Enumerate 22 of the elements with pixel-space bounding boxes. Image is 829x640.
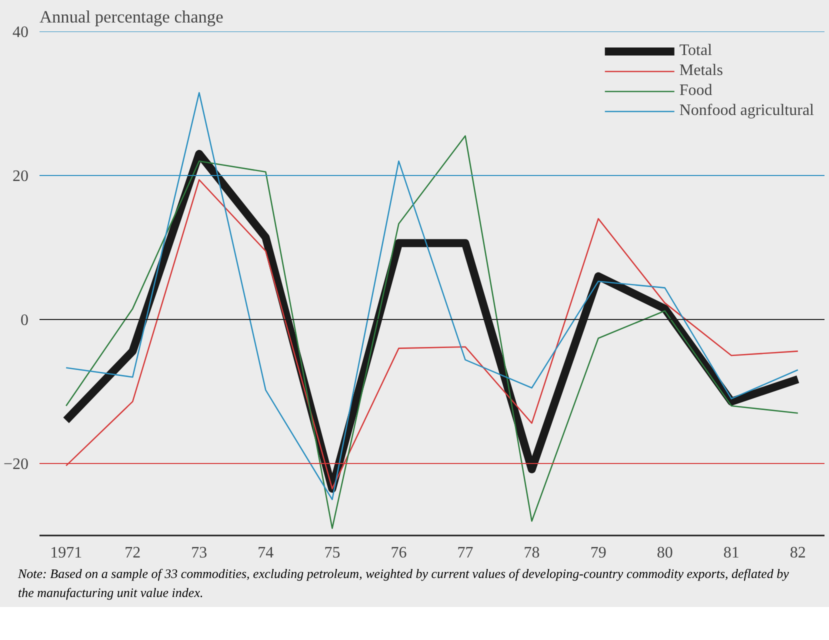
x-tick-label: 77 (457, 544, 474, 562)
legend-label: Total (679, 42, 712, 60)
x-tick-label: 80 (656, 544, 673, 562)
text: Note: Based on a sample of 33 commodities, excluding petroleum, weighted by current values of developing-country commodity exports, deflated by the manufacturing unit value index. (18, 565, 790, 602)
x-tick-label: 78 (524, 544, 540, 562)
x-tick-label: 75 (324, 544, 340, 562)
x-tick-label: 72 (124, 544, 141, 562)
x-tick-label: 73 (191, 544, 208, 562)
x-tick-label: 1971 (50, 544, 82, 562)
y-axis-title: Annual percentage change (40, 8, 224, 26)
x-tick-label: 82 (790, 544, 806, 562)
legend-label: Metals (679, 62, 723, 80)
y-tick-label: −20 (3, 456, 29, 473)
legend-label: Food (679, 82, 712, 100)
y-tick-label: 40 (12, 24, 28, 41)
x-tick-label: 81 (723, 544, 740, 562)
x-tick-label: 76 (390, 544, 407, 562)
y-tick-label: 20 (12, 168, 28, 185)
y-tick-label: 0 (20, 312, 28, 329)
x-tick-label: 74 (258, 544, 274, 562)
x-tick-label: 79 (590, 544, 606, 562)
legend-label: Nonfood agricultural (679, 102, 814, 120)
